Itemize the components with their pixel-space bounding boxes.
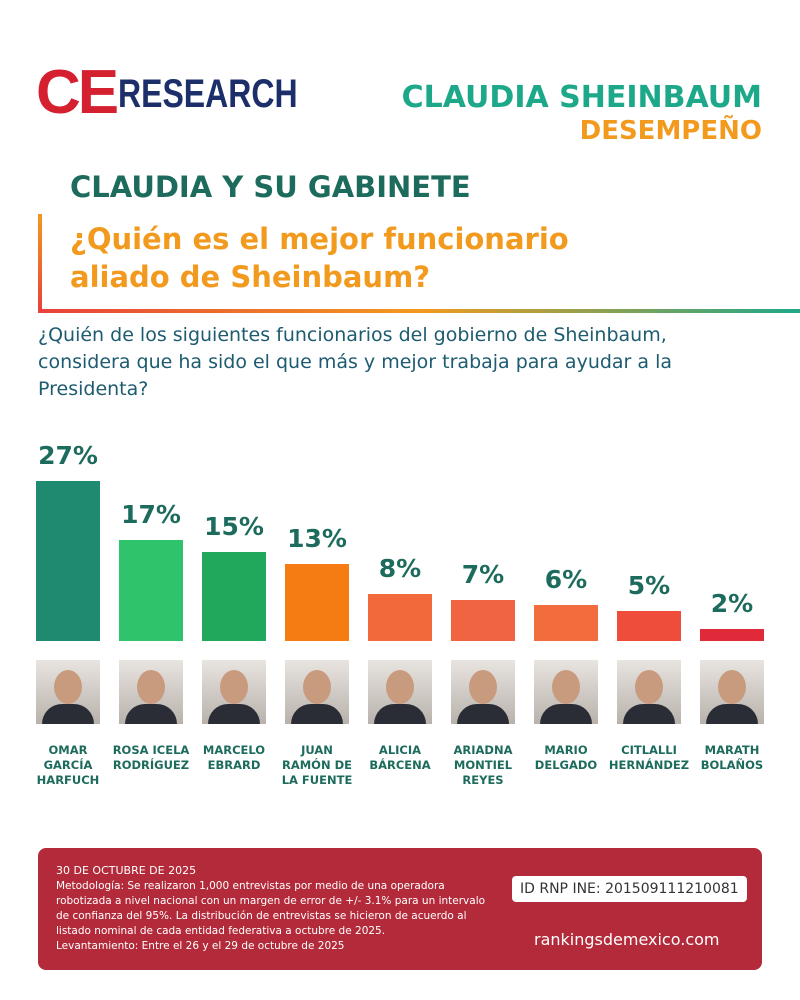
portrait	[617, 660, 681, 724]
question: ¿Quién de los siguientes funcionarios de…	[38, 324, 673, 400]
bar	[285, 563, 349, 641]
footer-methodology: Metodología: Se realizaron 1,000 entrevi…	[56, 880, 486, 937]
value-label: 15%	[204, 512, 264, 542]
header-subtitle: DESEMPEÑO	[579, 116, 762, 146]
portrait	[119, 660, 183, 724]
category-label: ALICIA BÁRCENA	[369, 743, 431, 772]
value-label: 6%	[544, 565, 588, 595]
category-label: MARIO DELGADO	[534, 743, 598, 772]
portrait	[534, 660, 598, 724]
category-label: MARCELO EBRARD	[202, 743, 266, 772]
portrait	[451, 660, 515, 724]
accent-line	[38, 309, 800, 313]
header-title: CLAUDIA SHEINBAUM	[401, 80, 762, 115]
portrait	[202, 660, 266, 724]
value-label: 2%	[710, 589, 754, 619]
accent-bar	[38, 214, 42, 310]
footer-website: rankingsdemexico.com	[534, 930, 720, 949]
portrait	[368, 660, 432, 724]
bar	[700, 629, 764, 641]
category-label: MARATH BOLAÑOS	[700, 743, 764, 772]
value-label: 7%	[461, 559, 505, 589]
logo-ce: CE	[36, 58, 119, 127]
bar	[617, 611, 681, 641]
logo-research: RESEARCH	[118, 72, 298, 116]
headline: ¿Quién es el mejor funcionario aliado de…	[70, 222, 569, 294]
bar	[368, 593, 432, 641]
category-label: JUAN RAMÓN DE LA FUENTE	[281, 743, 353, 787]
footer-id: ID RNP INE: 201509111210081	[512, 876, 747, 902]
bar	[534, 605, 598, 641]
bar	[36, 481, 100, 641]
portrait	[285, 660, 349, 724]
footer-fieldwork: Levantamiento: Entre el 26 y el 29 de oc…	[56, 940, 345, 952]
bar	[119, 540, 183, 641]
category-label: ROSA ICELA RODRÍGUEZ	[112, 743, 190, 772]
portrait	[36, 660, 100, 724]
category-label: ARIADNA MONTIEL REYES	[453, 743, 513, 787]
value-label: 5%	[627, 571, 671, 601]
footer: 30 DE OCTUBRE DE 2025 Metodología: Se re…	[38, 848, 762, 970]
footer-date: 30 DE OCTUBRE DE 2025	[56, 864, 197, 877]
portrait	[700, 660, 764, 724]
bar	[202, 552, 266, 641]
value-label: 27%	[38, 441, 98, 470]
bar	[451, 599, 515, 641]
section-title: CLAUDIA Y SU GABINETE	[70, 170, 471, 204]
value-label: 8%	[378, 553, 422, 583]
value-label: 17%	[121, 500, 181, 530]
category-label: OMAR GARCÍA HARFUCH	[36, 743, 100, 787]
value-label: 13%	[287, 523, 347, 553]
category-label: CITLALLI HERNÁNDEZ	[608, 743, 690, 772]
